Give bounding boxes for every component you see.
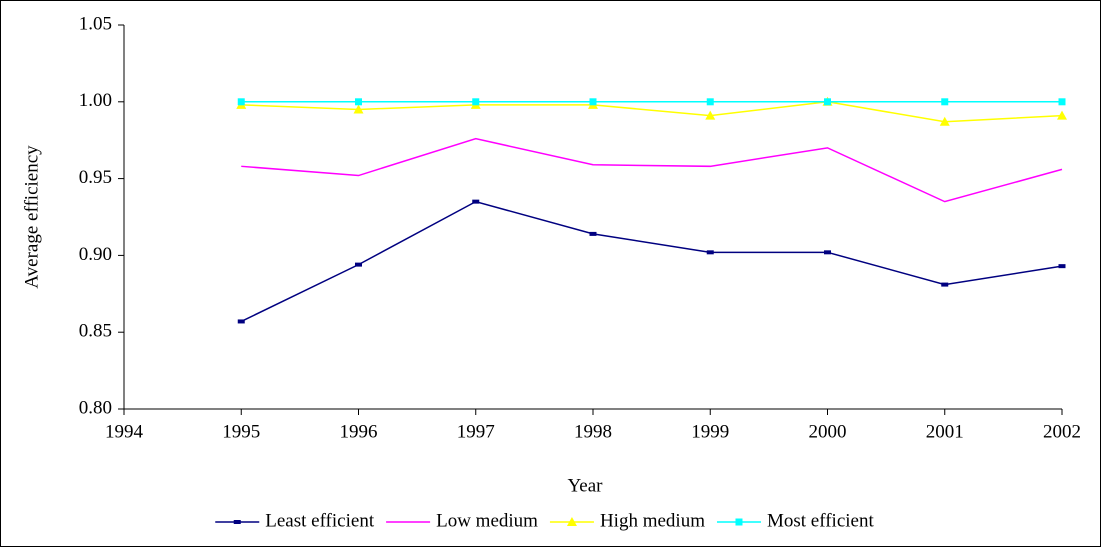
- legend-label: Least efficient: [265, 510, 375, 531]
- legend-label: Low medium: [436, 510, 538, 531]
- point-marker: [939, 116, 950, 126]
- point-marker: [941, 98, 949, 106]
- point-marker: [589, 98, 597, 106]
- x-tick-label: 1994: [105, 421, 144, 442]
- point-marker: [1057, 110, 1067, 120]
- legend-marker: [233, 520, 241, 524]
- series-line: [241, 137, 1063, 203]
- legend-marker: [735, 518, 743, 526]
- point-marker: [941, 282, 949, 287]
- point-marker: [472, 199, 480, 204]
- point-marker: [353, 104, 364, 114]
- y-tick-label: 1.00: [79, 90, 112, 111]
- point-marker: [355, 98, 362, 106]
- x-tick-label: 2002: [1043, 421, 1081, 442]
- point-marker: [237, 319, 245, 324]
- y-tick-label: 0.80: [79, 397, 112, 418]
- series-line: [240, 200, 1063, 323]
- y-tick-label: 0.90: [79, 244, 112, 265]
- y-tick-label: 1.05: [79, 13, 112, 34]
- x-tick-label: 1996: [340, 421, 378, 442]
- x-tick-label: 2001: [926, 421, 964, 442]
- legend-marker: [566, 517, 577, 526]
- point-marker: [355, 262, 362, 267]
- y-tick-label: 0.95: [79, 167, 112, 188]
- point-marker: [1058, 98, 1066, 106]
- x-tick-label: 1997: [457, 421, 495, 442]
- y-axis-label: Average efficiency: [21, 145, 42, 289]
- point-marker: [824, 98, 831, 106]
- series-line: [241, 101, 1063, 123]
- x-tick-label: 2000: [809, 421, 847, 442]
- point-marker: [706, 250, 714, 255]
- point-marker: [1058, 264, 1066, 269]
- point-marker: [237, 98, 245, 106]
- point-marker: [824, 250, 831, 255]
- point-marker: [472, 98, 480, 106]
- legend-label: High medium: [600, 510, 705, 531]
- point-marker: [706, 98, 714, 106]
- x-tick-label: 1998: [574, 421, 612, 442]
- x-axis-label: Year: [567, 475, 603, 496]
- point-marker: [589, 231, 597, 236]
- x-tick-label: 1999: [691, 421, 729, 442]
- point-marker: [705, 110, 716, 120]
- legend-label: Most efficient: [767, 510, 874, 531]
- y-tick-label: 0.85: [79, 321, 112, 342]
- x-tick-label: 1995: [222, 421, 260, 442]
